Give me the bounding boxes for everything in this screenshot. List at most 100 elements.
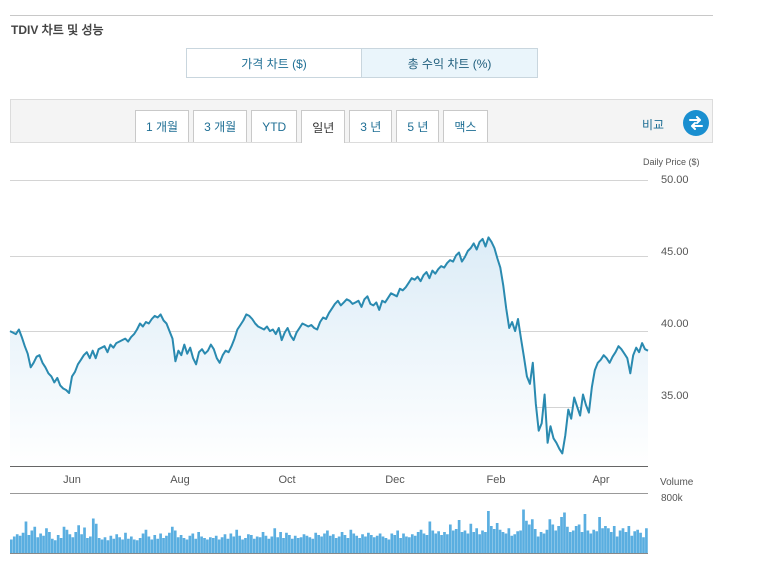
volume-bar: [273, 528, 277, 553]
volume-bar: [15, 534, 19, 553]
volume-bar: [132, 539, 136, 553]
header-divider: [10, 15, 713, 16]
volume-bar: [566, 526, 569, 553]
volume-bar: [487, 511, 490, 553]
x-tick-label: Aug: [170, 474, 190, 486]
volume-bar: [45, 528, 48, 553]
volume-bar: [241, 539, 244, 553]
volume-bar: [519, 530, 522, 553]
volume-bar: [115, 534, 119, 553]
volume-bar: [331, 534, 335, 553]
volume-bar: [10, 539, 13, 553]
volume-bar: [258, 537, 262, 553]
swap-arrows-icon[interactable]: [683, 110, 709, 136]
volume-bar: [372, 537, 376, 553]
volume-bar: [343, 535, 347, 553]
volume-bar: [129, 536, 133, 553]
volume-bar: [238, 535, 241, 553]
volume-bar: [539, 532, 543, 553]
volume-bar: [574, 526, 578, 553]
volume-bar: [504, 533, 508, 553]
volume-bar: [355, 535, 359, 553]
volume-bar: [428, 521, 432, 553]
volume-bar: [94, 523, 98, 553]
volume-bar: [109, 535, 113, 553]
volume-bar: [276, 537, 280, 553]
volume-bar: [112, 538, 116, 553]
volume-bar: [481, 530, 484, 553]
volume-bar: [173, 530, 177, 553]
volume-bar: [378, 533, 382, 553]
volume-bar: [489, 526, 493, 553]
volume-bar: [431, 530, 435, 553]
volume-bar: [170, 526, 174, 553]
total-return-chart-button[interactable]: 총 수익 차트 (%): [362, 48, 538, 78]
volume-bar: [124, 532, 127, 553]
range-tab-5y[interactable]: 5 년: [396, 110, 440, 142]
range-tab-3m[interactable]: 3 개월: [193, 110, 248, 142]
volume-bar: [326, 530, 329, 553]
volume-bar: [135, 540, 139, 553]
volume-bar: [71, 537, 75, 553]
volume-bar: [586, 530, 590, 553]
volume-bar: [533, 529, 537, 553]
volume-bar: [390, 533, 394, 553]
volume-bar: [393, 535, 397, 553]
volume-bar: [106, 540, 110, 553]
range-tab-1y[interactable]: 일년: [301, 110, 346, 143]
volume-bar: [381, 536, 385, 553]
volume-bar: [416, 532, 420, 553]
volume-bar: [554, 530, 558, 553]
volume-bar: [475, 528, 479, 553]
volume-bar: [65, 529, 69, 553]
volume-bar: [50, 538, 54, 553]
volume-bar: [247, 534, 250, 553]
price-chart-button[interactable]: 가격 차트 ($): [186, 48, 362, 78]
volume-bar: [408, 537, 411, 553]
volume-bar: [589, 533, 593, 553]
volume-bar: [308, 537, 312, 553]
volume-bar: [498, 529, 502, 553]
range-tab-1m[interactable]: 1 개월: [135, 110, 190, 142]
volume-bar: [138, 538, 142, 553]
volume-bar: [226, 538, 230, 553]
volume-bar: [197, 532, 200, 553]
volume-bar: [542, 533, 546, 553]
volume-bar: [323, 533, 326, 553]
volume-bar: [206, 539, 209, 553]
volume-bar: [220, 537, 224, 553]
volume-bar: [156, 538, 160, 553]
y-tick-label: 45.00: [661, 246, 689, 258]
volume-bar: [595, 531, 599, 553]
volume-bar: [604, 526, 607, 553]
volume-bar: [314, 532, 318, 553]
volume-bar: [103, 537, 107, 553]
volume-bar: [176, 537, 180, 553]
price-line: [9, 236, 649, 455]
x-tick-label: Apr: [592, 474, 610, 486]
volume-bar: [150, 539, 154, 553]
volume-bar: [62, 526, 66, 553]
volume-bar: [317, 535, 320, 553]
volume-bar: [100, 539, 104, 553]
volume-bar: [285, 532, 288, 553]
volume-bar: [422, 533, 426, 553]
volume-bar: [618, 530, 622, 553]
volume-bar: [375, 535, 379, 553]
y-tick-label: 40.00: [661, 318, 689, 330]
volume-bar: [563, 512, 566, 553]
range-tab-max[interactable]: 맥스: [443, 110, 488, 142]
volume-bar: [645, 528, 648, 553]
volume-bar: [91, 518, 95, 553]
volume-bar: [235, 529, 239, 553]
compare-link[interactable]: 비교: [642, 118, 665, 132]
volume-bar: [571, 530, 575, 553]
volume-bar: [624, 532, 628, 553]
volume-bar: [410, 534, 414, 553]
volume-bar: [507, 528, 511, 553]
range-tab-3y[interactable]: 3 년: [349, 110, 393, 142]
range-tab-ytd[interactable]: YTD: [251, 110, 298, 142]
volume-bar: [448, 524, 452, 553]
volume-bar: [39, 533, 42, 553]
